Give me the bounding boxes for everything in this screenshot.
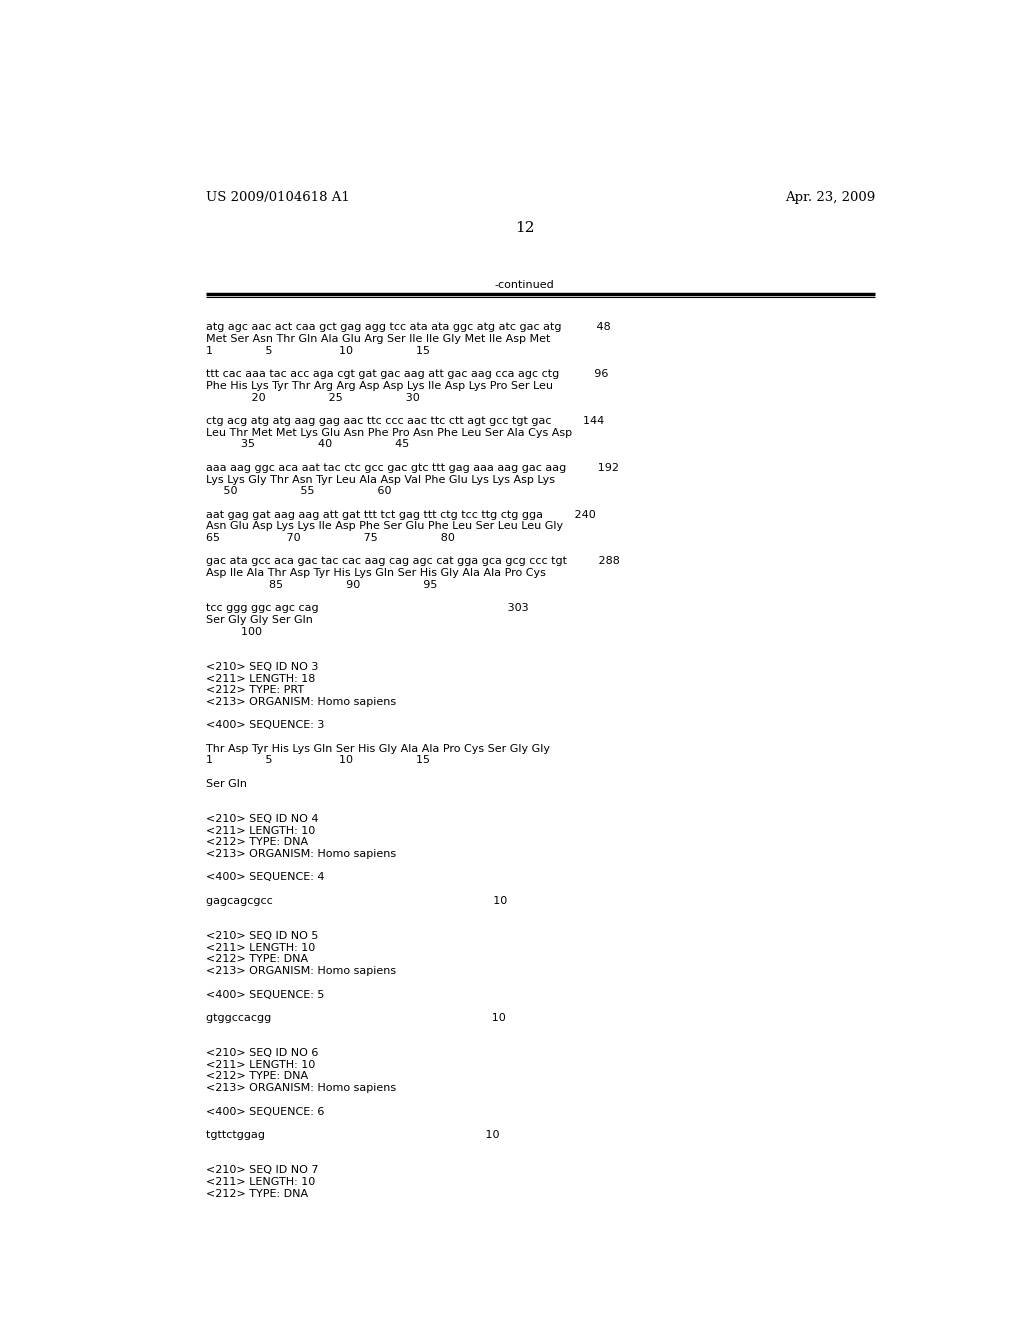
Text: <212> TYPE: DNA: <212> TYPE: DNA [206, 1072, 307, 1081]
Text: US 2009/0104618 A1: US 2009/0104618 A1 [206, 191, 349, 203]
Text: 35                  40                  45: 35 40 45 [206, 440, 409, 449]
Text: 50                  55                  60: 50 55 60 [206, 486, 391, 496]
Text: 1               5                   10                  15: 1 5 10 15 [206, 346, 429, 356]
Text: ctg acg atg atg aag gag aac ttc ccc aac ttc ctt agt gcc tgt gac         144: ctg acg atg atg aag gag aac ttc ccc aac … [206, 416, 604, 426]
Text: <400> SEQUENCE: 5: <400> SEQUENCE: 5 [206, 990, 324, 999]
Text: <212> TYPE: DNA: <212> TYPE: DNA [206, 954, 307, 965]
Text: <211> LENGTH: 10: <211> LENGTH: 10 [206, 826, 314, 836]
Text: Asp Ile Ala Thr Asp Tyr His Lys Gln Ser His Gly Ala Ala Pro Cys: Asp Ile Ala Thr Asp Tyr His Lys Gln Ser … [206, 568, 546, 578]
Text: <212> TYPE: DNA: <212> TYPE: DNA [206, 1188, 307, 1199]
Text: tgttctggag                                                               10: tgttctggag 10 [206, 1130, 499, 1140]
Text: <211> LENGTH: 10: <211> LENGTH: 10 [206, 1060, 314, 1069]
Text: Thr Asp Tyr His Lys Gln Ser His Gly Ala Ala Pro Cys Ser Gly Gly: Thr Asp Tyr His Lys Gln Ser His Gly Ala … [206, 743, 550, 754]
Text: <213> ORGANISM: Homo sapiens: <213> ORGANISM: Homo sapiens [206, 966, 395, 975]
Text: Met Ser Asn Thr Gln Ala Glu Arg Ser Ile Ile Gly Met Ile Asp Met: Met Ser Asn Thr Gln Ala Glu Arg Ser Ile … [206, 334, 550, 345]
Text: gac ata gcc aca gac tac cac aag cag agc cat gga gca gcg ccc tgt         288: gac ata gcc aca gac tac cac aag cag agc … [206, 557, 620, 566]
Text: Lys Lys Gly Thr Asn Tyr Leu Ala Asp Val Phe Glu Lys Lys Asp Lys: Lys Lys Gly Thr Asn Tyr Leu Ala Asp Val … [206, 475, 555, 484]
Text: atg agc aac act caa gct gag agg tcc ata ata ggc atg atc gac atg          48: atg agc aac act caa gct gag agg tcc ata … [206, 322, 610, 333]
Text: Asn Glu Asp Lys Lys Ile Asp Phe Ser Glu Phe Leu Ser Leu Leu Gly: Asn Glu Asp Lys Lys Ile Asp Phe Ser Glu … [206, 521, 562, 532]
Text: <210> SEQ ID NO 6: <210> SEQ ID NO 6 [206, 1048, 317, 1059]
Text: <213> ORGANISM: Homo sapiens: <213> ORGANISM: Homo sapiens [206, 849, 395, 859]
Text: <400> SEQUENCE: 3: <400> SEQUENCE: 3 [206, 721, 324, 730]
Text: <210> SEQ ID NO 3: <210> SEQ ID NO 3 [206, 661, 317, 672]
Text: <210> SEQ ID NO 7: <210> SEQ ID NO 7 [206, 1166, 318, 1175]
Text: 100: 100 [206, 627, 261, 636]
Text: <400> SEQUENCE: 4: <400> SEQUENCE: 4 [206, 873, 324, 883]
Text: <400> SEQUENCE: 6: <400> SEQUENCE: 6 [206, 1106, 324, 1117]
Text: Ser Gly Gly Ser Gln: Ser Gly Gly Ser Gln [206, 615, 312, 624]
Text: tcc ggg ggc agc cag                                                      303: tcc ggg ggc agc cag 303 [206, 603, 528, 614]
Text: <210> SEQ ID NO 5: <210> SEQ ID NO 5 [206, 931, 317, 941]
Text: ttt cac aaa tac acc aga cgt gat gac aag att gac aag cca agc ctg          96: ttt cac aaa tac acc aga cgt gat gac aag … [206, 370, 608, 379]
Text: Leu Thr Met Met Lys Glu Asn Phe Pro Asn Phe Leu Ser Ala Cys Asp: Leu Thr Met Met Lys Glu Asn Phe Pro Asn … [206, 428, 571, 438]
Text: Ser Gln: Ser Gln [206, 779, 247, 789]
Text: 65                   70                  75                  80: 65 70 75 80 [206, 533, 455, 543]
Text: <211> LENGTH: 18: <211> LENGTH: 18 [206, 673, 314, 684]
Text: 1               5                   10                  15: 1 5 10 15 [206, 755, 429, 766]
Text: Apr. 23, 2009: Apr. 23, 2009 [784, 191, 876, 203]
Text: -continued: -continued [495, 280, 555, 290]
Text: <212> TYPE: PRT: <212> TYPE: PRT [206, 685, 304, 696]
Text: aat gag gat aag aag att gat ttt tct gag ttt ctg tcc ttg ctg gga         240: aat gag gat aag aag att gat ttt tct gag … [206, 510, 595, 520]
Text: aaa aag ggc aca aat tac ctc gcc gac gtc ttt gag aaa aag gac aag         192: aaa aag ggc aca aat tac ctc gcc gac gtc … [206, 463, 618, 473]
Text: gtggccacgg                                                               10: gtggccacgg 10 [206, 1012, 505, 1023]
Text: <213> ORGANISM: Homo sapiens: <213> ORGANISM: Homo sapiens [206, 697, 395, 708]
Text: <210> SEQ ID NO 4: <210> SEQ ID NO 4 [206, 814, 318, 824]
Text: 20                  25                  30: 20 25 30 [206, 392, 419, 403]
Text: <211> LENGTH: 10: <211> LENGTH: 10 [206, 1177, 314, 1187]
Text: 12: 12 [515, 220, 535, 235]
Text: Phe His Lys Tyr Thr Arg Arg Asp Asp Lys Ile Asp Lys Pro Ser Leu: Phe His Lys Tyr Thr Arg Arg Asp Asp Lys … [206, 381, 553, 391]
Text: <213> ORGANISM: Homo sapiens: <213> ORGANISM: Homo sapiens [206, 1084, 395, 1093]
Text: 85                  90                  95: 85 90 95 [206, 579, 437, 590]
Text: <211> LENGTH: 10: <211> LENGTH: 10 [206, 942, 314, 953]
Text: <212> TYPE: DNA: <212> TYPE: DNA [206, 837, 307, 847]
Text: gagcagcgcc                                                               10: gagcagcgcc 10 [206, 896, 507, 906]
